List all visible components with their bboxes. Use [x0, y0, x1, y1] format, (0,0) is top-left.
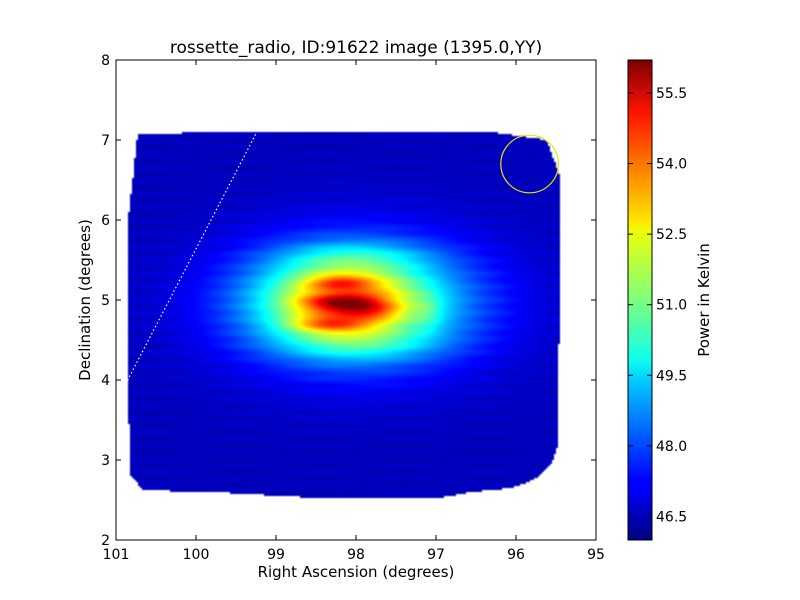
colorbar-label: Power in Kelvin — [695, 243, 713, 357]
heatmap-image — [116, 60, 596, 540]
colorbar-gradient — [628, 60, 652, 540]
colorbar-tick-label: 46.5 — [656, 509, 687, 525]
colorbar-tick-label: 51.0 — [656, 298, 687, 314]
x-axis: 101 100 99 98 97 96 95 — [103, 60, 605, 563]
x-tick-label: 96 — [507, 547, 525, 563]
x-tick-label: 95 — [587, 547, 605, 563]
colorbar-tick-label: 55.5 — [656, 86, 687, 102]
colorbar-tick-label: 48.0 — [656, 439, 687, 455]
colorbar-tick-label: 49.5 — [656, 368, 687, 384]
y-tick-label: 3 — [101, 453, 110, 469]
colorbar-tick-label: 52.5 — [656, 227, 687, 243]
dotted-line-annotation — [125, 133, 257, 385]
y-tick-label: 4 — [101, 373, 110, 389]
plot-area: 101 100 99 98 97 96 95 2 3 4 5 6 7 8 — [101, 53, 605, 563]
y-tick-label: 6 — [101, 213, 110, 229]
y-tick-label: 7 — [101, 133, 110, 149]
x-tick-label: 97 — [427, 547, 445, 563]
y-axis: 2 3 4 5 6 7 8 — [101, 53, 596, 549]
y-axis-label: Declination (degrees) — [76, 219, 94, 381]
colorbar-ticks: 46.5 48.0 49.5 51.0 52.5 54.0 55.5 — [628, 86, 687, 525]
y-tick-label: 5 — [101, 293, 110, 309]
x-axis-label: Right Ascension (degrees) — [258, 563, 455, 581]
y-tick-label: 8 — [101, 53, 110, 69]
annotations — [125, 133, 559, 385]
chart-title: rossette_radio, ID:91622 image (1395.0,Y… — [170, 38, 542, 58]
colorbar-tick-label: 54.0 — [656, 157, 687, 173]
x-tick-label: 98 — [347, 547, 365, 563]
circle-annotation — [500, 134, 559, 194]
x-tick-label: 101 — [103, 547, 130, 563]
y-tick-label: 2 — [101, 533, 110, 549]
x-tick-label: 99 — [267, 547, 285, 563]
x-tick-label: 100 — [183, 547, 210, 563]
colorbar: 46.5 48.0 49.5 51.0 52.5 54.0 55.5 Power in Ke… — [627, 59, 713, 541]
